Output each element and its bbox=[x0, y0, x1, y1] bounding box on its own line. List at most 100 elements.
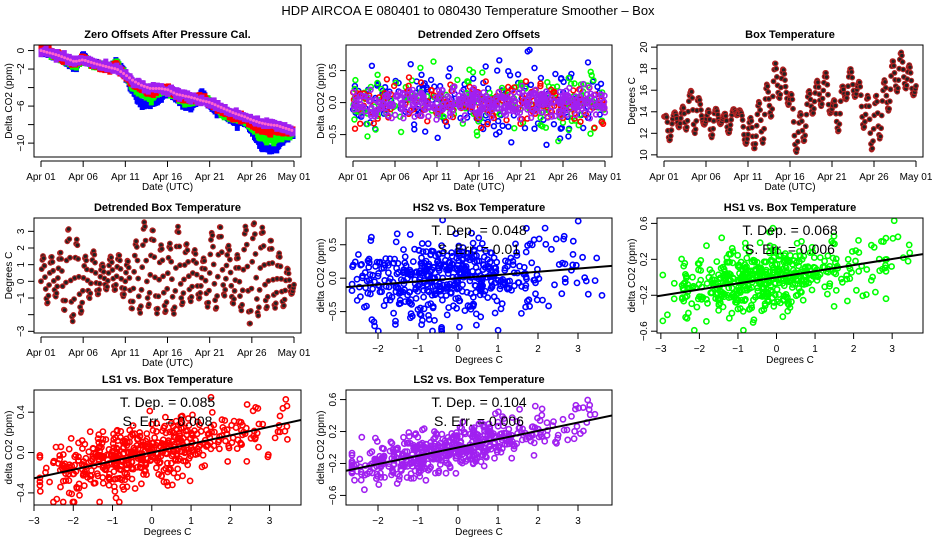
data-point-HS2 bbox=[384, 269, 392, 277]
data-point-LS2 bbox=[579, 404, 587, 411]
data-point-HS1 bbox=[769, 224, 777, 232]
data-point-LS2 bbox=[195, 97, 199, 101]
annotation-s-err: S. Err. = 0.008 bbox=[123, 413, 213, 429]
data-point-LS2 bbox=[372, 96, 379, 104]
plot-area bbox=[38, 219, 297, 327]
regression-line bbox=[346, 264, 612, 289]
data-point-LS1 bbox=[222, 437, 229, 445]
data-point-LS1 bbox=[163, 478, 170, 486]
data-point-LS2 bbox=[456, 423, 464, 431]
data-point-HS2 bbox=[412, 294, 420, 302]
data-point-LS2 bbox=[442, 469, 450, 477]
data-point-detrended-temp bbox=[285, 270, 292, 277]
data-point-box-temp bbox=[819, 101, 825, 107]
data-point-LS2 bbox=[184, 94, 188, 98]
data-point-HS2 bbox=[434, 134, 441, 142]
data-point-box-temp bbox=[874, 98, 880, 105]
data-point-detrended-temp bbox=[154, 305, 161, 312]
data-point-LS1 bbox=[155, 459, 163, 467]
data-point-HS1 bbox=[832, 286, 840, 294]
x-tick-label: Apr 11 bbox=[423, 172, 452, 183]
data-point-LS2 bbox=[83, 59, 87, 62]
data-point-detrended-temp bbox=[71, 296, 77, 303]
x-tick-label: 1 bbox=[188, 516, 194, 527]
data-point-LS2 bbox=[367, 112, 375, 120]
data-point-LS1 bbox=[161, 413, 169, 421]
y-axis-label: delta CO2 (ppm) bbox=[316, 239, 327, 313]
panel-ls1-vs-box: LS1 vs. Box Temperature−3 −2 −1 0 1 2 3Degrees… bbox=[4, 374, 302, 538]
data-point-HS2 bbox=[371, 322, 378, 330]
data-point-HS1 bbox=[678, 281, 686, 289]
data-point-LS2 bbox=[66, 57, 70, 61]
data-point-detrended-temp bbox=[146, 289, 153, 296]
data-point-LS1 bbox=[73, 484, 81, 492]
data-point-HS1 bbox=[364, 120, 371, 128]
data-point-LS1 bbox=[242, 424, 250, 432]
data-point-LS2 bbox=[398, 104, 405, 111]
data-point-LS2 bbox=[269, 123, 273, 127]
data-point-HS2 bbox=[392, 238, 400, 246]
y-tick-label: −0.5 bbox=[328, 124, 339, 144]
data-point-HS1 bbox=[717, 264, 725, 272]
x-axis-label: Date (UTC) bbox=[453, 182, 504, 193]
data-point-LS1 bbox=[146, 407, 154, 415]
data-point-HS1 bbox=[768, 261, 776, 269]
data-point-HS2 bbox=[535, 235, 543, 243]
data-point-LS2 bbox=[190, 96, 193, 99]
data-point-LS2 bbox=[401, 91, 408, 98]
data-point-box-temp bbox=[824, 81, 831, 88]
data-point-LS2 bbox=[468, 86, 476, 94]
y-tick-label: −10 bbox=[16, 134, 27, 151]
data-point-box-temp bbox=[669, 120, 675, 127]
data-point-LS2 bbox=[571, 427, 578, 435]
plot-area bbox=[350, 46, 609, 149]
data-point-HS1 bbox=[689, 273, 696, 281]
data-point-LS2 bbox=[586, 84, 593, 91]
data-point-HS1 bbox=[746, 285, 753, 292]
y-tick-label: −0.5 bbox=[328, 301, 339, 321]
data-point-box-temp bbox=[900, 66, 907, 73]
data-point-HS2 bbox=[404, 270, 411, 277]
x-tick-label: Apr 06 bbox=[691, 172, 721, 183]
data-point-HS2 bbox=[533, 296, 541, 304]
data-point-LS2 bbox=[518, 82, 526, 90]
data-point-LS1 bbox=[160, 466, 168, 474]
data-point-box-temp bbox=[865, 94, 872, 101]
data-point-LS1 bbox=[75, 439, 82, 447]
data-point-LS1 bbox=[442, 118, 450, 125]
data-point-detrended-temp bbox=[169, 293, 176, 300]
data-point-HS2 bbox=[443, 311, 451, 319]
data-point-HS2 bbox=[469, 239, 477, 247]
data-point-HS1 bbox=[805, 279, 813, 287]
data-point-LS2 bbox=[389, 101, 397, 108]
data-point-box-temp bbox=[802, 132, 808, 139]
data-point-HS2 bbox=[367, 237, 375, 244]
data-point-detrended-temp bbox=[256, 287, 263, 293]
data-point-HS2 bbox=[390, 259, 398, 267]
data-point-box-temp bbox=[688, 88, 695, 95]
data-point-HS2 bbox=[427, 76, 435, 84]
data-point-HS1 bbox=[882, 234, 890, 242]
data-point-LS2 bbox=[516, 115, 524, 123]
data-point-detrended-temp bbox=[164, 285, 171, 292]
data-point-LS2 bbox=[586, 115, 593, 122]
data-point-HS1 bbox=[853, 286, 860, 294]
data-point-HS1 bbox=[737, 289, 744, 296]
data-point-HS2 bbox=[582, 277, 590, 285]
data-point-LS2 bbox=[272, 123, 276, 127]
data-point-HS1 bbox=[838, 275, 845, 283]
data-point-LS1 bbox=[114, 475, 121, 482]
data-point-HS2 bbox=[493, 258, 501, 266]
data-point-HS2 bbox=[418, 316, 426, 324]
regression-line bbox=[657, 253, 923, 298]
data-point-LS2 bbox=[542, 99, 549, 107]
data-point-LS1 bbox=[136, 463, 144, 471]
data-point-HS1 bbox=[728, 309, 736, 317]
data-point-box-temp bbox=[890, 58, 897, 65]
data-point-HS1 bbox=[848, 248, 856, 255]
data-point-HS1 bbox=[697, 256, 705, 264]
y-tick-label: 20 bbox=[639, 41, 650, 53]
data-point-box-temp bbox=[815, 84, 822, 90]
data-point-LS1 bbox=[210, 421, 218, 429]
